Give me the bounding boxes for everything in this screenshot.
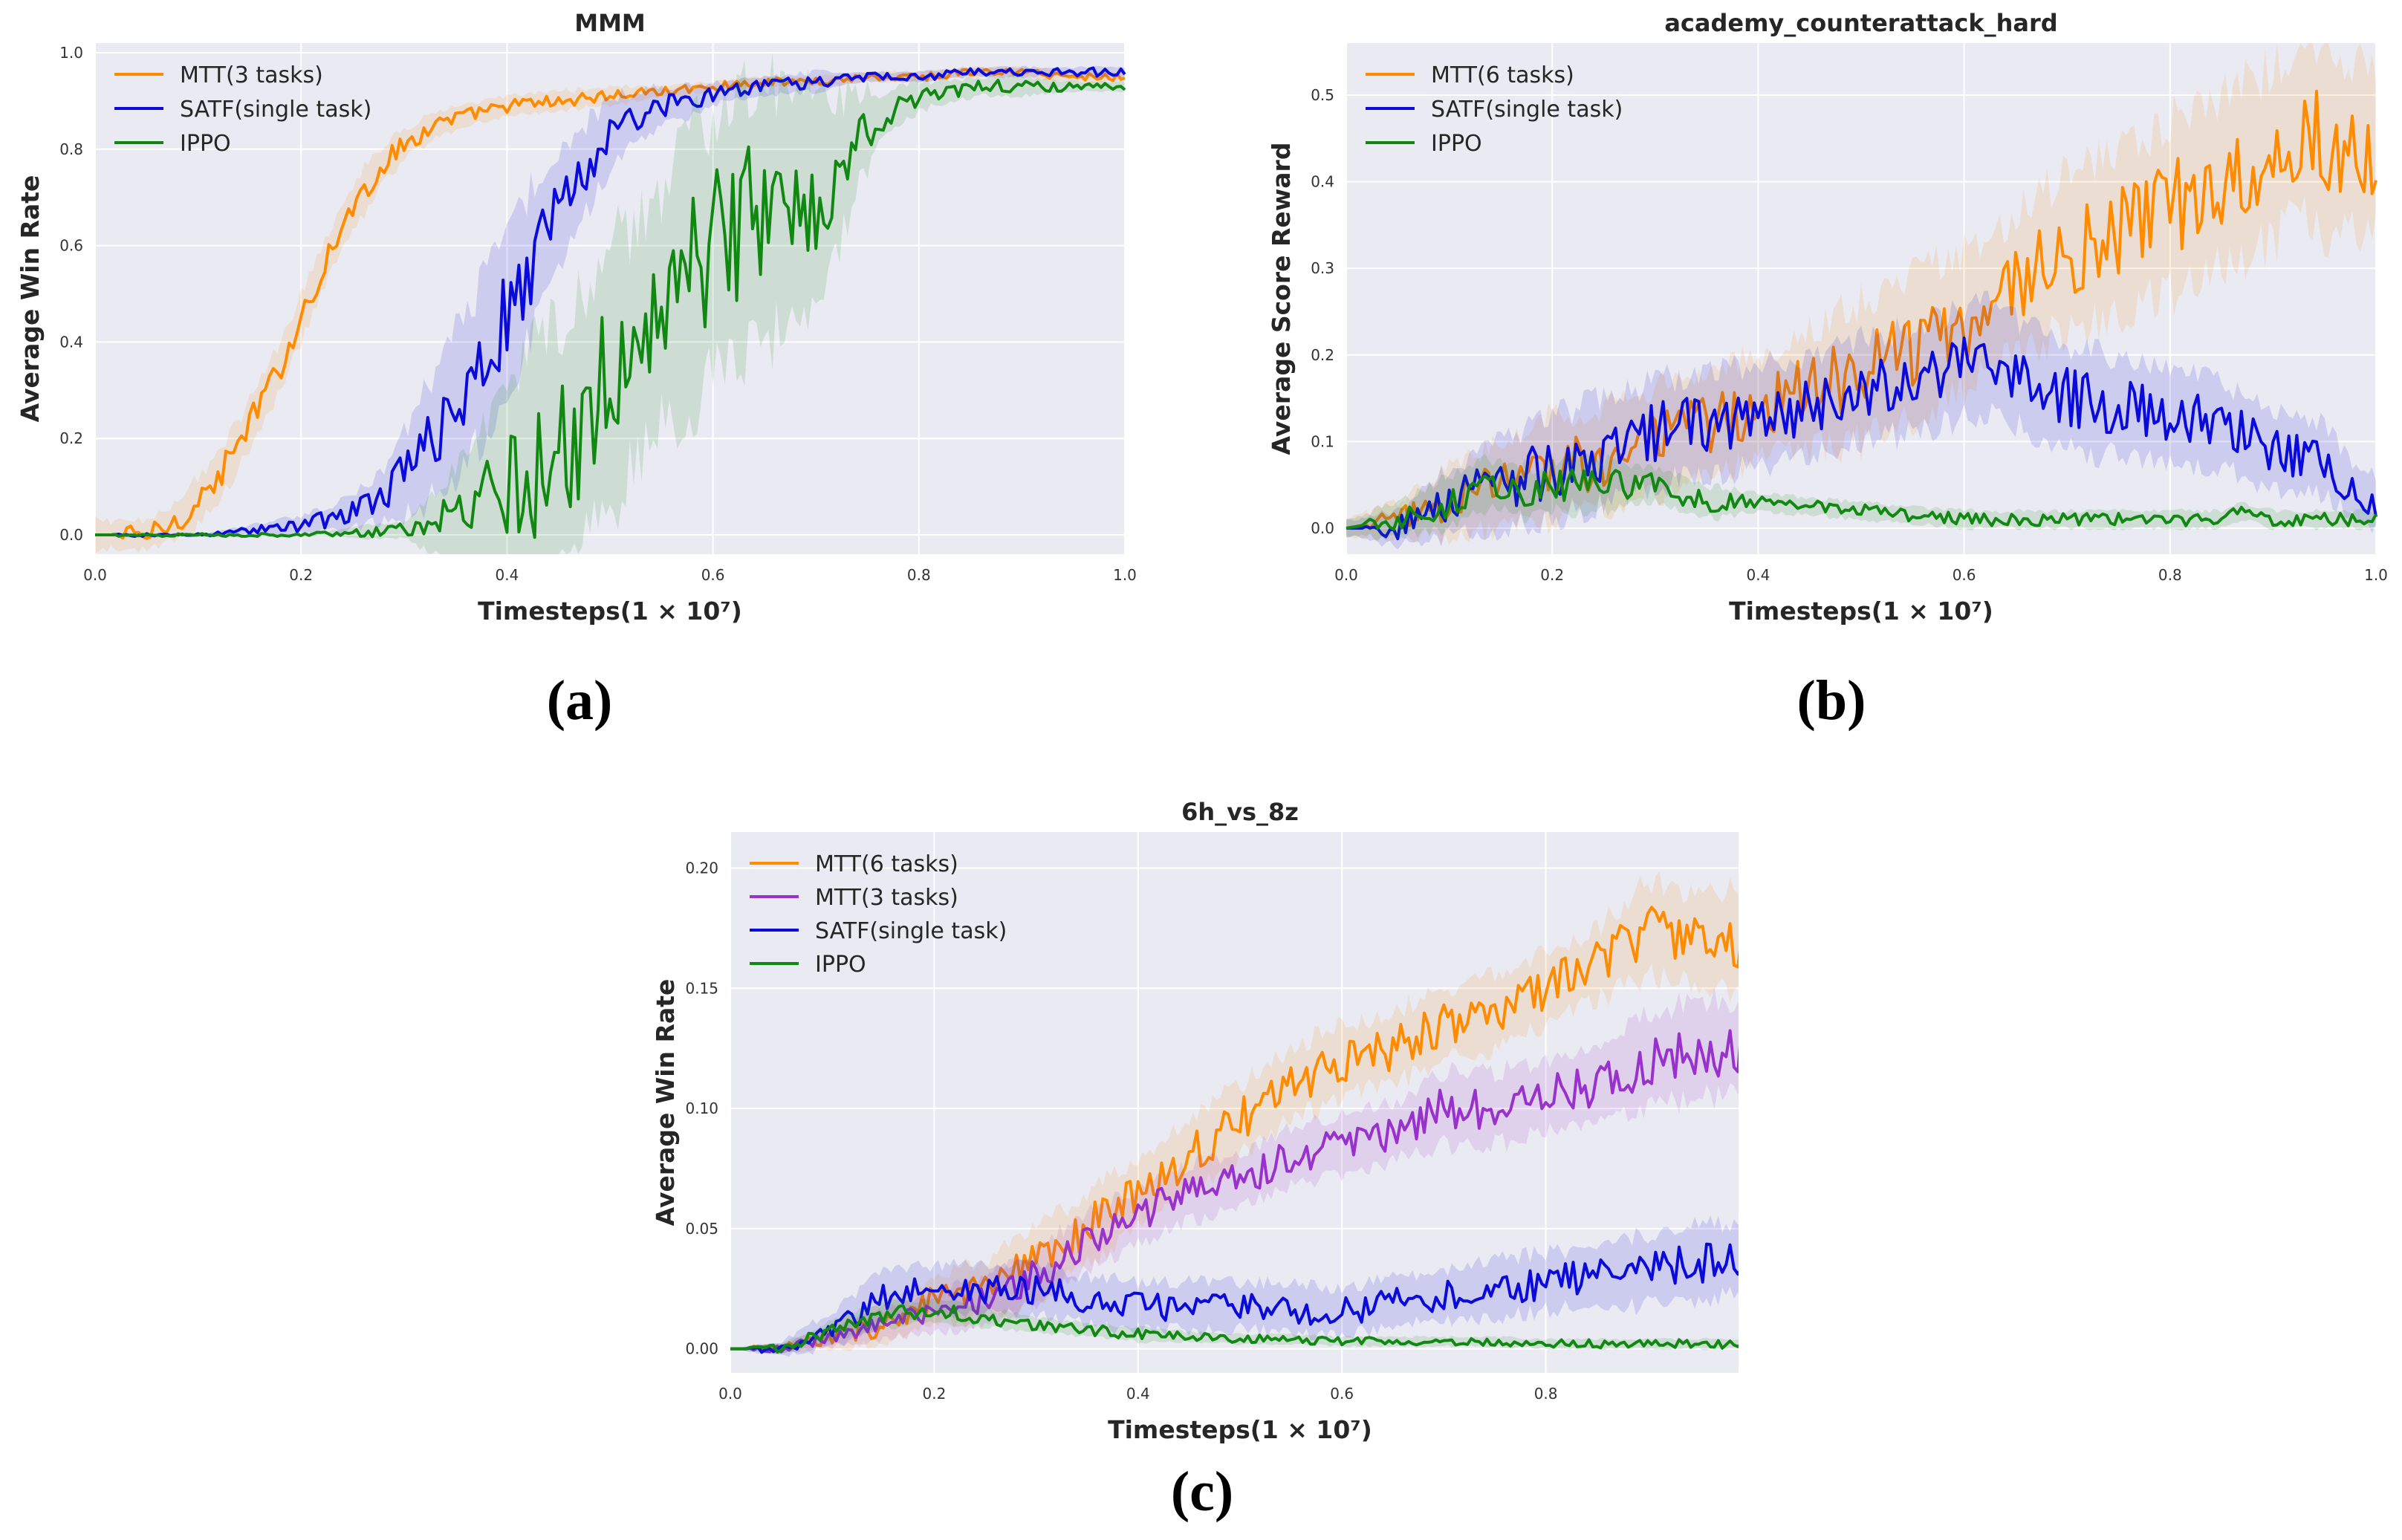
y-tick-label: 0.15 <box>685 979 718 997</box>
caption-c: (c) <box>1170 1461 1234 1523</box>
y-tick-label: 0.0 <box>59 526 83 544</box>
x-tick-label: 0.0 <box>83 566 107 584</box>
y-tick-label: 0.0 <box>1311 519 1334 537</box>
x-tick-label: 0.6 <box>1330 1385 1354 1403</box>
legend-label-ippo: IPPO <box>815 952 866 978</box>
legend-label-satf-single-task: SATF(single task) <box>180 97 371 123</box>
caption-b: (b) <box>1796 669 1866 732</box>
series-line-mtt-3-tasks <box>730 1029 1739 1354</box>
y-tick-label: 1.0 <box>59 44 83 62</box>
legend-label-mtt-3-tasks: MTT(3 tasks) <box>815 885 958 911</box>
series-line-ippo <box>95 79 1126 539</box>
legend: MTT(3 tasks) SATF(single task) IPPO <box>114 62 371 157</box>
legend-label-ippo: IPPO <box>1431 131 1482 157</box>
series-line-ippo <box>1346 468 2377 531</box>
y-tick-label: 0.05 <box>685 1220 718 1238</box>
x-tick-label: 0.2 <box>289 566 313 584</box>
x-tick-label: 1.0 <box>2364 566 2388 584</box>
chart-title: academy_counterattack_hard <box>1664 9 2057 37</box>
legend-label-satf-single-task: SATF(single task) <box>815 918 1007 944</box>
x-tick-label: 0.4 <box>1126 1385 1150 1403</box>
chart-title: MMM <box>574 9 646 37</box>
series-line-mtt-6-tasks <box>730 906 1739 1354</box>
legend: MTT(6 tasks) SATF(single task) IPPO <box>1366 62 1623 157</box>
chart-mmm: 0.0 0.2 0.4 0.6 0.8 1.0 0.0 0.2 0.4 0.6 0.8 1.0 MMM T… <box>16 9 1137 626</box>
y-tick-label: 0.20 <box>685 860 718 877</box>
band-satf-single-task <box>95 65 1125 538</box>
band-satf-single-task <box>1346 290 2376 550</box>
x-tick-label: 0.8 <box>2158 566 2182 584</box>
x-tick-label: 0.6 <box>701 566 725 584</box>
series-line-satf-single-task <box>730 1242 1739 1354</box>
y-tick-label: 0.1 <box>1311 432 1334 450</box>
y-axis-label: Average Win Rate <box>16 175 45 423</box>
legend-label-satf-single-task: SATF(single task) <box>1431 97 1623 123</box>
x-tick-label: 0.6 <box>1953 566 1976 584</box>
y-tick-label: 0.5 <box>1311 86 1334 104</box>
x-tick-label: 0.4 <box>1746 566 1770 584</box>
series-line-satf-single-task <box>95 66 1126 538</box>
legend-label-mtt-6-tasks: MTT(6 tasks) <box>815 851 958 877</box>
band-satf-single-task <box>730 1215 1739 1357</box>
caption-a: (a) <box>546 669 613 732</box>
band-mtt-6-tasks <box>730 871 1739 1354</box>
chart-academy-counterattack-hard: 0.0 0.2 0.4 0.6 0.8 1.0 0.0 0.1 0.2 0.3 0.4 0.5 acad… <box>1267 9 2388 626</box>
legend-label-mtt-6-tasks: MTT(6 tasks) <box>1431 62 1574 88</box>
x-tick-label: 1.0 <box>1113 566 1137 584</box>
y-tick-label: 0.4 <box>1311 173 1334 191</box>
band-ippo <box>1346 451 2376 541</box>
y-tick-label: 0.10 <box>685 1099 718 1117</box>
y-axis-label: Average Win Rate <box>651 979 680 1227</box>
y-tick-label: 0.2 <box>59 429 83 447</box>
legend-label-mtt-3-tasks: MTT(3 tasks) <box>180 62 323 88</box>
y-axis-label: Average Score Reward <box>1267 143 1296 455</box>
chart-6h-vs-8z: 0.0 0.2 0.4 0.6 0.8 1.0 0.00 0.05 0.10 0.15 0.20 6h… <box>651 798 1739 1444</box>
y-tick-label: 0.6 <box>59 237 83 255</box>
plot-area <box>1346 43 2376 554</box>
x-tick-label: 0.2 <box>1540 566 1564 584</box>
legend-label-ippo: IPPO <box>180 131 231 157</box>
y-tick-label: 0.00 <box>685 1340 718 1358</box>
x-axis-label: Timesteps(1 × 10⁷) <box>478 597 742 626</box>
series-line-ippo <box>730 1304 1739 1354</box>
y-tick-label: 0.4 <box>59 333 83 351</box>
series-line-satf-single-task <box>1346 337 2377 541</box>
y-tick-label: 0.2 <box>1311 346 1334 364</box>
band-ippo <box>95 51 1125 554</box>
y-tick-label: 0.8 <box>59 140 83 158</box>
x-tick-label: 0.8 <box>907 566 931 584</box>
x-tick-label: 0.4 <box>495 566 519 584</box>
x-axis-label: Timesteps(1 × 10⁷) <box>1108 1415 1372 1444</box>
x-axis-label: Timesteps(1 × 10⁷) <box>1729 597 1993 626</box>
legend: MTT(6 tasks) MTT(3 tasks) SATF(single task… <box>750 851 1007 978</box>
chart-title: 6h_vs_8z <box>1181 798 1299 826</box>
x-tick-label: 0.8 <box>1534 1385 1558 1403</box>
x-tick-label: 0.0 <box>718 1385 742 1403</box>
x-tick-label: 0.0 <box>1334 566 1358 584</box>
y-tick-label: 0.3 <box>1311 259 1334 277</box>
band-mtt-6-tasks <box>1346 43 2376 546</box>
x-tick-label: 0.2 <box>922 1385 946 1403</box>
x-tick-label: 1.0 <box>1738 1385 1739 1403</box>
